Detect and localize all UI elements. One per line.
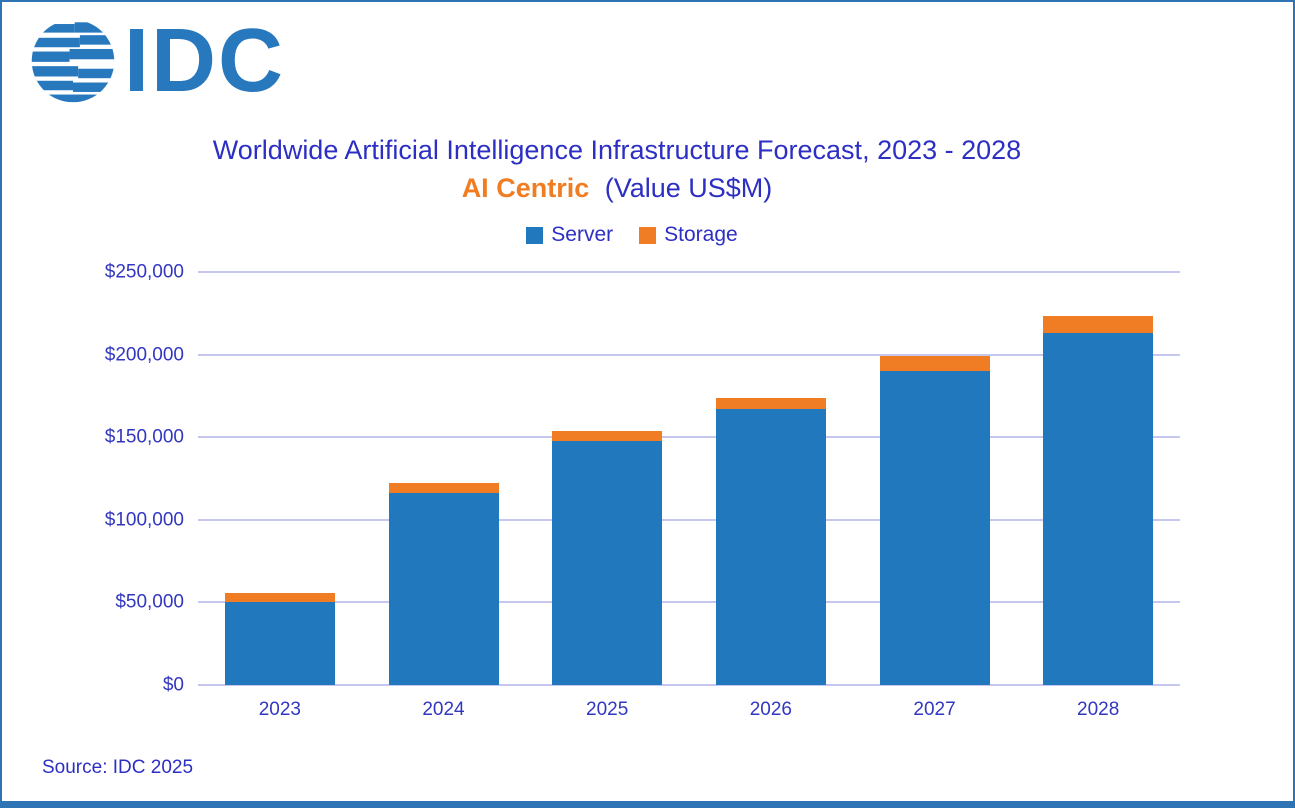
y-axis-labels: $0 $50,000 $100,000 $150,000 $200,000 $250,00… xyxy=(2,263,184,695)
bar-2025-server xyxy=(552,441,663,685)
source-note: Source: IDC 2025 xyxy=(42,757,194,778)
bar-2027-storage xyxy=(879,356,990,372)
gridline-50000 xyxy=(198,601,1180,604)
chart-title: Worldwide Artificial Intelligence Infras… xyxy=(212,135,1022,165)
gridline-0 xyxy=(198,684,1180,686)
x-tick-label-2025: 2025 xyxy=(586,699,629,720)
y-tick-label: $150,000 xyxy=(104,426,184,448)
gridline-150000 xyxy=(198,436,1180,439)
idc-logo: IDC xyxy=(30,11,285,111)
x-tick-label-2024: 2024 xyxy=(422,699,465,720)
gridline-250000 xyxy=(198,271,1180,273)
x-tick-label-2028: 2028 xyxy=(1077,699,1120,720)
bar-2026-server xyxy=(715,409,826,685)
idc-globe-icon xyxy=(31,22,115,103)
x-tick-label-2027: 2027 xyxy=(913,699,956,720)
bar-2026-storage xyxy=(715,397,826,410)
y-tick-label: $50,000 xyxy=(115,591,184,613)
bar-2027-server xyxy=(879,371,990,685)
bar-2023-server xyxy=(224,601,335,685)
legend-item-server: Server xyxy=(526,223,613,247)
legend-label: Storage xyxy=(664,223,738,246)
idc-logo-text: IDC xyxy=(124,11,285,111)
legend-swatch-server xyxy=(526,226,544,244)
chart-subtitle: AI Centric (Value US$M) xyxy=(2,173,1232,204)
legend-item-storage: Storage xyxy=(639,223,738,247)
chart-legend: Server Storage xyxy=(2,223,1262,247)
y-tick-label: $200,000 xyxy=(104,344,184,366)
x-axis-labels: 2023 2024 2025 2026 2027 2028 xyxy=(198,699,1180,721)
legend-label: Server xyxy=(551,223,614,246)
gridline-200000 xyxy=(198,353,1180,356)
bar-2025-storage xyxy=(552,430,663,442)
bar-2028-storage xyxy=(1043,315,1154,334)
bar-2028-server xyxy=(1043,333,1154,685)
y-tick-label: $100,000 xyxy=(104,509,184,531)
y-tick-label: $250,000 xyxy=(104,261,184,283)
bar-2024-server xyxy=(388,492,499,685)
bar-2024-storage xyxy=(388,483,499,493)
bar-2023-storage xyxy=(224,592,335,602)
legend-swatch-storage xyxy=(639,226,657,244)
chart-subtitle-highlight: AI Centric xyxy=(461,173,590,203)
y-tick-label: $0 xyxy=(162,674,184,696)
chart-subtitle-units: (Value US$M) xyxy=(604,173,773,203)
x-tick-label-2026: 2026 xyxy=(749,699,792,720)
plot-area xyxy=(198,271,1180,686)
gridline-100000 xyxy=(198,518,1180,521)
x-tick-label-2023: 2023 xyxy=(258,699,301,720)
